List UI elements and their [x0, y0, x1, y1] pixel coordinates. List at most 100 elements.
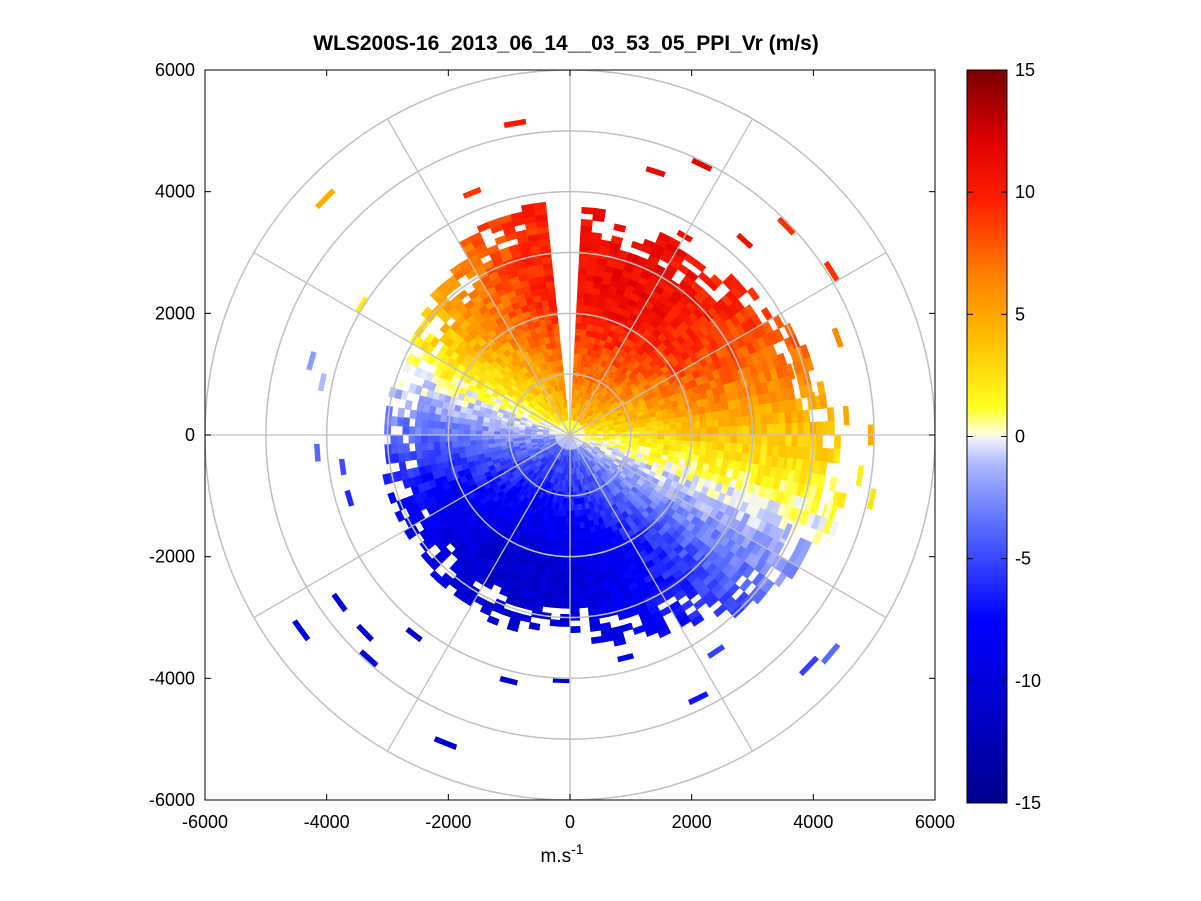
- velocity-cell: [555, 564, 564, 573]
- velocity-cell: [469, 424, 477, 431]
- x-axis-label-superscript: -1: [571, 841, 584, 857]
- velocity-cell: [553, 334, 561, 343]
- velocity-cell: [785, 434, 793, 447]
- velocity-cell: [742, 415, 750, 427]
- velocity-cell: [773, 423, 781, 436]
- velocity-cell: [577, 582, 587, 591]
- velocity-cell: [694, 427, 702, 436]
- velocity-cell: [580, 539, 588, 548]
- velocity-cell: [475, 429, 483, 436]
- velocity-cell: [730, 425, 738, 436]
- velocity-cell: [712, 434, 720, 444]
- y-tick-label: 6000: [155, 60, 195, 80]
- velocity-cell: [746, 287, 760, 302]
- velocity-cell: [561, 589, 571, 597]
- velocity-cell: [569, 577, 579, 585]
- velocity-cell: [736, 416, 744, 427]
- velocity-cell: [561, 583, 571, 591]
- velocity-cell: [438, 427, 446, 436]
- velocity-cell: [700, 434, 708, 443]
- x-tick-label: -6000: [182, 812, 228, 832]
- velocity-cell: [682, 428, 689, 436]
- velocity-cell: [573, 510, 579, 518]
- velocity-cell: [794, 398, 804, 412]
- velocity-cell: [569, 540, 577, 548]
- y-tick-label: -4000: [149, 668, 195, 688]
- velocity-cell: [562, 565, 571, 573]
- velocity-cell: [569, 589, 579, 597]
- colorbar-tick-label: -10: [1015, 671, 1041, 691]
- velocity-cell: [553, 582, 563, 591]
- velocity-cell: [730, 434, 738, 445]
- velocity-cell: [779, 434, 787, 447]
- velocity-cell: [729, 443, 738, 453]
- velocity-cell: [644, 626, 659, 637]
- velocity-cell: [669, 439, 677, 447]
- velocity-cell: [574, 528, 581, 536]
- velocity-cell: [803, 422, 811, 436]
- velocity-cell: [390, 434, 398, 445]
- velocity-cell: [669, 429, 677, 436]
- velocity-cell: [420, 434, 428, 444]
- velocity-cell: [426, 427, 434, 436]
- velocity-cell: [645, 426, 653, 432]
- velocity-cell: [561, 577, 571, 585]
- velocity-cell: [573, 504, 579, 512]
- velocity-cell: [785, 423, 793, 436]
- velocity-cell: [569, 595, 580, 603]
- velocity-cell: [610, 235, 624, 245]
- velocity-cell: [827, 420, 835, 436]
- velocity-cell: [533, 201, 547, 211]
- velocity-cell: [693, 441, 701, 450]
- x-tick-label: -2000: [425, 812, 471, 832]
- velocity-cell: [760, 444, 768, 457]
- velocity-cell: [574, 334, 581, 342]
- velocity-cell: [560, 601, 571, 609]
- velocity-cell: [837, 492, 848, 509]
- velocity-cell: [551, 601, 562, 609]
- y-tick-label: -6000: [149, 790, 195, 810]
- velocity-cell: [718, 426, 726, 436]
- velocity-cell: [432, 427, 440, 436]
- velocity-cell: [559, 528, 566, 536]
- velocity-cell: [819, 461, 828, 476]
- velocity-cell: [578, 255, 590, 263]
- velocity-cell: [674, 417, 683, 425]
- velocity-cell: [387, 491, 398, 505]
- velocity-cell: [723, 417, 732, 428]
- velocity-cell: [408, 426, 416, 436]
- velocity-cell: [754, 424, 762, 436]
- velocity-cell: [578, 261, 589, 269]
- velocity-cell: [736, 434, 744, 445]
- velocity-cell: [711, 442, 720, 451]
- velocity-cell: [657, 627, 672, 639]
- velocity-cell: [668, 417, 677, 425]
- velocity-cell: [574, 328, 582, 336]
- velocity-cell: [569, 559, 578, 567]
- velocity-cell: [815, 434, 823, 449]
- velocity-cell: [479, 605, 493, 617]
- velocity-cell: [773, 572, 788, 588]
- velocity-cell: [463, 434, 471, 441]
- velocity-cell: [396, 434, 404, 445]
- radar-velocity-field: [292, 118, 877, 750]
- velocity-cell: [481, 434, 489, 440]
- velocity-cell: [564, 534, 571, 542]
- velocity-cell: [569, 528, 576, 536]
- velocity-cell: [576, 564, 585, 573]
- velocity-cell: [420, 426, 428, 436]
- velocity-cell: [692, 259, 707, 273]
- velocity-cell: [556, 352, 563, 361]
- x-tick-label: 0: [565, 812, 575, 832]
- velocity-cell: [669, 423, 677, 431]
- velocity-cell: [791, 434, 799, 448]
- velocity-cell: [439, 420, 447, 429]
- velocity-cell: [439, 441, 447, 450]
- velocity-cell: [579, 527, 587, 536]
- velocity-cell: [557, 540, 565, 548]
- velocity-cell: [724, 434, 732, 444]
- velocity-cell: [569, 607, 580, 615]
- velocity-cell: [475, 439, 483, 446]
- velocity-cell: [579, 231, 592, 239]
